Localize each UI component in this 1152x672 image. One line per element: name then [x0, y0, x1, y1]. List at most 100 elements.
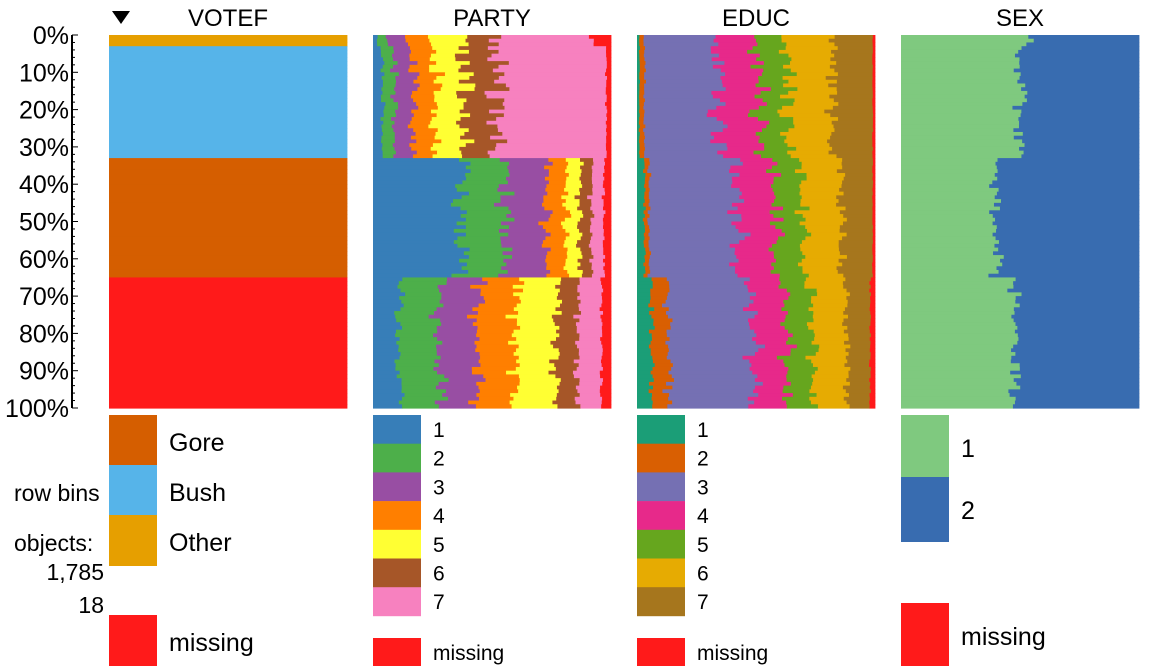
cell-sex-1	[901, 266, 997, 271]
cell-educ-3	[647, 273, 738, 279]
cell-party-missing	[606, 124, 612, 129]
cell-educ-5	[775, 195, 803, 200]
cell-educ-missing	[871, 314, 876, 320]
cell-educ-6	[786, 42, 835, 47]
cell-party-4	[477, 325, 521, 331]
cell-votef-bush	[109, 72, 348, 77]
cell-party-3	[500, 240, 544, 245]
cell-educ-2	[639, 76, 645, 81]
cell-educ-3	[650, 269, 736, 275]
cell-party-5	[506, 370, 549, 376]
cell-educ-1	[637, 284, 654, 290]
cell-educ-5	[776, 355, 806, 361]
cell-party-7	[579, 337, 601, 342]
cell-party-3	[494, 202, 543, 208]
cell-educ-3	[643, 94, 714, 100]
cell-party-1	[373, 76, 383, 81]
cell-party-2	[382, 131, 396, 137]
cell-party-3	[446, 281, 489, 286]
column-header-educ[interactable]: EDUC	[722, 5, 790, 32]
cell-votef-missing	[109, 281, 348, 286]
cell-educ-1	[637, 366, 653, 372]
cell-educ-7	[838, 258, 874, 264]
cell-educ-5	[788, 329, 815, 334]
column-educ[interactable]: EDUC	[637, 5, 876, 409]
cell-educ-6	[813, 378, 847, 383]
cell-educ-1	[637, 76, 640, 81]
cell-party-6	[556, 329, 578, 334]
cell-educ-1	[637, 42, 640, 47]
cell-educ-4	[739, 187, 774, 193]
cell-sex-2	[1008, 389, 1140, 394]
cell-educ-3	[667, 292, 757, 297]
cell-educ-missing	[869, 400, 876, 405]
cell-educ-6	[780, 94, 830, 100]
cell-educ-5	[754, 35, 782, 40]
cell-educ-1	[637, 187, 646, 193]
objects-value: 1,785	[46, 559, 104, 585]
cell-party-3	[397, 102, 417, 107]
cell-educ-5	[758, 105, 783, 111]
cell-educ-4	[758, 348, 792, 353]
cell-educ-missing	[872, 49, 876, 55]
cell-party-1	[373, 225, 467, 230]
cell-sex-2	[1015, 352, 1140, 357]
cell-educ-6	[813, 329, 845, 334]
cell-educ-2	[639, 139, 645, 144]
cell-educ-4	[749, 277, 780, 282]
cell-party-6	[555, 307, 580, 312]
cell-party-1	[373, 98, 382, 103]
cell-party-1	[373, 61, 385, 66]
cell-party-5	[570, 210, 583, 215]
triangle-down-icon[interactable]	[112, 11, 130, 24]
cell-party-1	[373, 131, 384, 137]
column-party[interactable]: PARTY	[373, 5, 612, 409]
cell-educ-missing	[872, 72, 876, 77]
cell-votef-bush	[109, 64, 348, 70]
cell-educ-2	[639, 46, 646, 51]
cell-sex-2	[1019, 366, 1140, 372]
cell-educ-6	[808, 307, 846, 312]
cell-party-6	[463, 102, 504, 107]
cell-educ-3	[644, 154, 724, 159]
cell-party-1	[373, 273, 452, 279]
cell-party-1	[373, 396, 403, 402]
column-header-sex[interactable]: SEX	[996, 5, 1044, 32]
cell-party-2	[455, 184, 500, 189]
cell-party-3	[395, 83, 421, 88]
cell-party-missing	[603, 225, 612, 230]
cell-party-missing	[602, 243, 612, 249]
cell-party-2	[461, 195, 501, 200]
cell-party-4	[472, 322, 518, 327]
legend-swatch-missing	[373, 638, 421, 666]
cell-party-7	[484, 90, 607, 96]
column-votef[interactable]: VOTEF	[109, 5, 348, 409]
cell-party-6	[456, 90, 485, 96]
cell-educ-6	[783, 83, 829, 88]
cell-educ-1	[637, 236, 645, 241]
cell-party-2	[402, 404, 440, 409]
cell-party-4	[474, 340, 509, 346]
cell-party-2	[457, 243, 502, 249]
cell-party-7	[577, 389, 601, 394]
cell-educ-4	[744, 199, 775, 204]
cell-party-4	[408, 68, 430, 73]
cell-educ-1	[637, 90, 640, 96]
cell-party-2	[460, 214, 507, 219]
cell-party-3	[395, 113, 415, 118]
cell-party-2	[381, 135, 396, 141]
cell-party-3	[508, 206, 545, 211]
cell-educ-4	[750, 232, 786, 238]
column-header-party[interactable]: PARTY	[453, 5, 531, 32]
cell-party-1	[373, 348, 399, 353]
cell-sex-1	[901, 393, 1010, 398]
cell-party-5	[519, 277, 562, 282]
cell-party-5	[516, 318, 554, 323]
cell-party-2	[400, 307, 438, 312]
cell-educ-3	[649, 247, 736, 252]
cell-educ-2	[643, 273, 648, 279]
column-sex[interactable]: SEX	[901, 5, 1140, 409]
column-header-votef[interactable]: VOTEF	[188, 5, 268, 32]
